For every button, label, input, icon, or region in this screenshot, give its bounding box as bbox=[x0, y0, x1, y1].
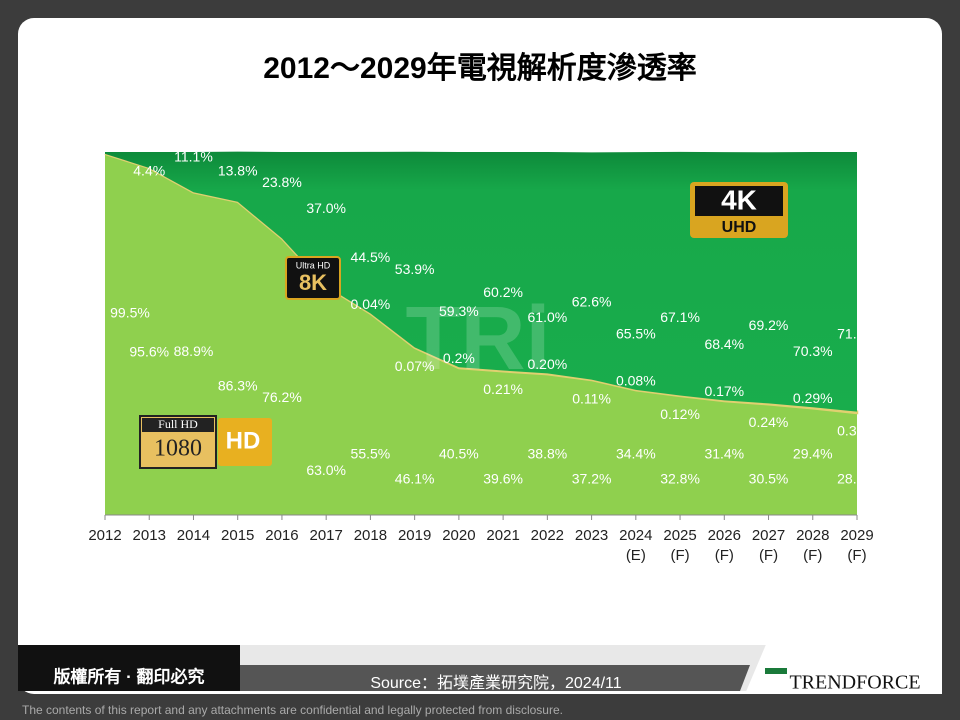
value-label: 28.1% bbox=[837, 471, 877, 487]
x-tick-note: (F) bbox=[759, 547, 778, 564]
x-tick-note: (F) bbox=[847, 547, 866, 564]
value-label: 53.9% bbox=[395, 261, 435, 277]
x-tick-label: 2017 bbox=[309, 527, 342, 544]
value-label: 30.5% bbox=[749, 471, 789, 487]
value-label: 37.2% bbox=[572, 471, 612, 487]
brand: TRENDFORCE bbox=[789, 672, 920, 694]
value-label: 0.04% bbox=[351, 296, 391, 312]
value-label: 55.5% bbox=[351, 446, 391, 462]
badge-hd bbox=[218, 418, 272, 466]
x-tick-label: 2022 bbox=[531, 527, 564, 544]
badge-text: 4K bbox=[721, 184, 757, 215]
value-label: 0.12% bbox=[660, 406, 700, 422]
value-label: 0.24% bbox=[749, 414, 789, 430]
value-label: 59.3% bbox=[439, 303, 479, 319]
x-tick-label: 2025 bbox=[663, 527, 696, 544]
x-tick-label: 2028 bbox=[796, 527, 829, 544]
value-label: 65.5% bbox=[616, 326, 656, 342]
value-label: 31.4% bbox=[704, 446, 744, 462]
badge-4k-inner bbox=[695, 186, 783, 216]
x-tick-label: 2023 bbox=[575, 527, 608, 544]
badges: 4K UHD Ultra HD 8K Full HD 1080 HD bbox=[139, 182, 788, 469]
x-tick-label: 2024 bbox=[619, 527, 652, 544]
value-label: 46.1% bbox=[395, 471, 435, 487]
badge-text: UHD bbox=[722, 219, 757, 236]
value-label: 34.4% bbox=[616, 446, 656, 462]
brand-mark bbox=[765, 668, 787, 674]
value-label: 86.3% bbox=[218, 377, 258, 393]
value-label: 37.0% bbox=[306, 200, 346, 216]
value-label: 61.0% bbox=[528, 309, 568, 325]
value-label: 23.8% bbox=[262, 174, 302, 190]
x-tick-note: (F) bbox=[670, 547, 689, 564]
x-tick-label: 2026 bbox=[708, 527, 741, 544]
value-label: 0.21% bbox=[483, 381, 523, 397]
badge-text: HD bbox=[226, 427, 261, 454]
watermark: TRi bbox=[406, 289, 551, 389]
x-tick-label: 2020 bbox=[442, 527, 475, 544]
x-tick-label: 2018 bbox=[354, 527, 387, 544]
source: Source：拓墣產業研究院，2024/11 bbox=[370, 674, 621, 692]
value-label: 0.20% bbox=[528, 356, 568, 372]
x-tick-label: 2027 bbox=[752, 527, 785, 544]
rights-box bbox=[18, 645, 240, 691]
value-label: 0.17% bbox=[704, 383, 744, 399]
plot: 99.5% 95.6% 88.9% 86.3%76.2% 63.0% 55.5%46.1%… bbox=[88, 149, 877, 564]
value-label: 68.4% bbox=[704, 336, 744, 352]
value-label: 76.2% bbox=[262, 389, 302, 405]
value-label: 71.5% bbox=[837, 325, 877, 341]
value-label: 4.4% bbox=[133, 163, 165, 179]
x-tick-label: 2021 bbox=[486, 527, 519, 544]
x-tick-label: 2016 bbox=[265, 527, 298, 544]
value-label: 29.4% bbox=[793, 446, 833, 462]
x-tick-label: 2019 bbox=[398, 527, 431, 544]
value-label: 44.5% bbox=[351, 249, 391, 265]
x-tick-label: 2015 bbox=[221, 527, 254, 544]
x-tick-label: 2012 bbox=[88, 527, 121, 544]
value-label: 0.08% bbox=[616, 373, 656, 389]
value-label: 88.9% bbox=[174, 343, 214, 359]
badge-text: 8K bbox=[299, 270, 327, 295]
value-label: 0.29% bbox=[793, 390, 833, 406]
value-label: 13.8% bbox=[218, 163, 258, 179]
value-label: 67.1% bbox=[660, 309, 700, 325]
value-label: 69.2% bbox=[749, 317, 789, 333]
area bbox=[105, 153, 857, 515]
rights: 版權所有 · 翻印必究 bbox=[53, 666, 204, 686]
value-label: 11.1% bbox=[174, 149, 213, 165]
value-label: 32.8% bbox=[660, 471, 700, 487]
badge-fhd-top bbox=[142, 418, 214, 432]
area bbox=[104, 152, 859, 415]
x-tick-label: 2014 bbox=[177, 527, 210, 544]
value-label: 63.0% bbox=[306, 462, 346, 478]
source-band bbox=[240, 665, 750, 691]
value-label: 70.3% bbox=[793, 343, 833, 359]
value-label: 99.5% bbox=[110, 305, 150, 321]
badge-text: 1080 bbox=[154, 436, 202, 462]
value-label: 0.11% bbox=[572, 390, 611, 406]
area bbox=[105, 151, 857, 412]
x-tick-note: (F) bbox=[803, 547, 822, 564]
value-label: 39.6% bbox=[483, 471, 523, 487]
value-label: 0.07% bbox=[395, 358, 435, 374]
disclaimer: The contents of this report and any atta… bbox=[22, 703, 563, 717]
value-label: 0.39% bbox=[837, 422, 877, 438]
x-tick-note: (F) bbox=[715, 547, 734, 564]
value-label: 0.2% bbox=[443, 350, 475, 366]
x-tick-label: 2013 bbox=[133, 527, 166, 544]
value-label: 38.8% bbox=[528, 446, 568, 462]
chart-title: 2012～2029年電視解析度滲透率 bbox=[263, 52, 696, 85]
value-label: 60.2% bbox=[483, 284, 523, 300]
x-tick-note: (E) bbox=[626, 547, 646, 564]
value-label: 40.5% bbox=[439, 446, 479, 462]
badge-text: Ultra HD bbox=[296, 260, 331, 270]
x-tick-label: 2029 bbox=[840, 527, 873, 544]
value-label: 95.6% bbox=[129, 344, 169, 360]
brand-box bbox=[745, 635, 942, 694]
badge-8k bbox=[285, 256, 341, 300]
value-label: 62.6% bbox=[572, 293, 612, 309]
badge-text: Full HD bbox=[158, 417, 198, 431]
